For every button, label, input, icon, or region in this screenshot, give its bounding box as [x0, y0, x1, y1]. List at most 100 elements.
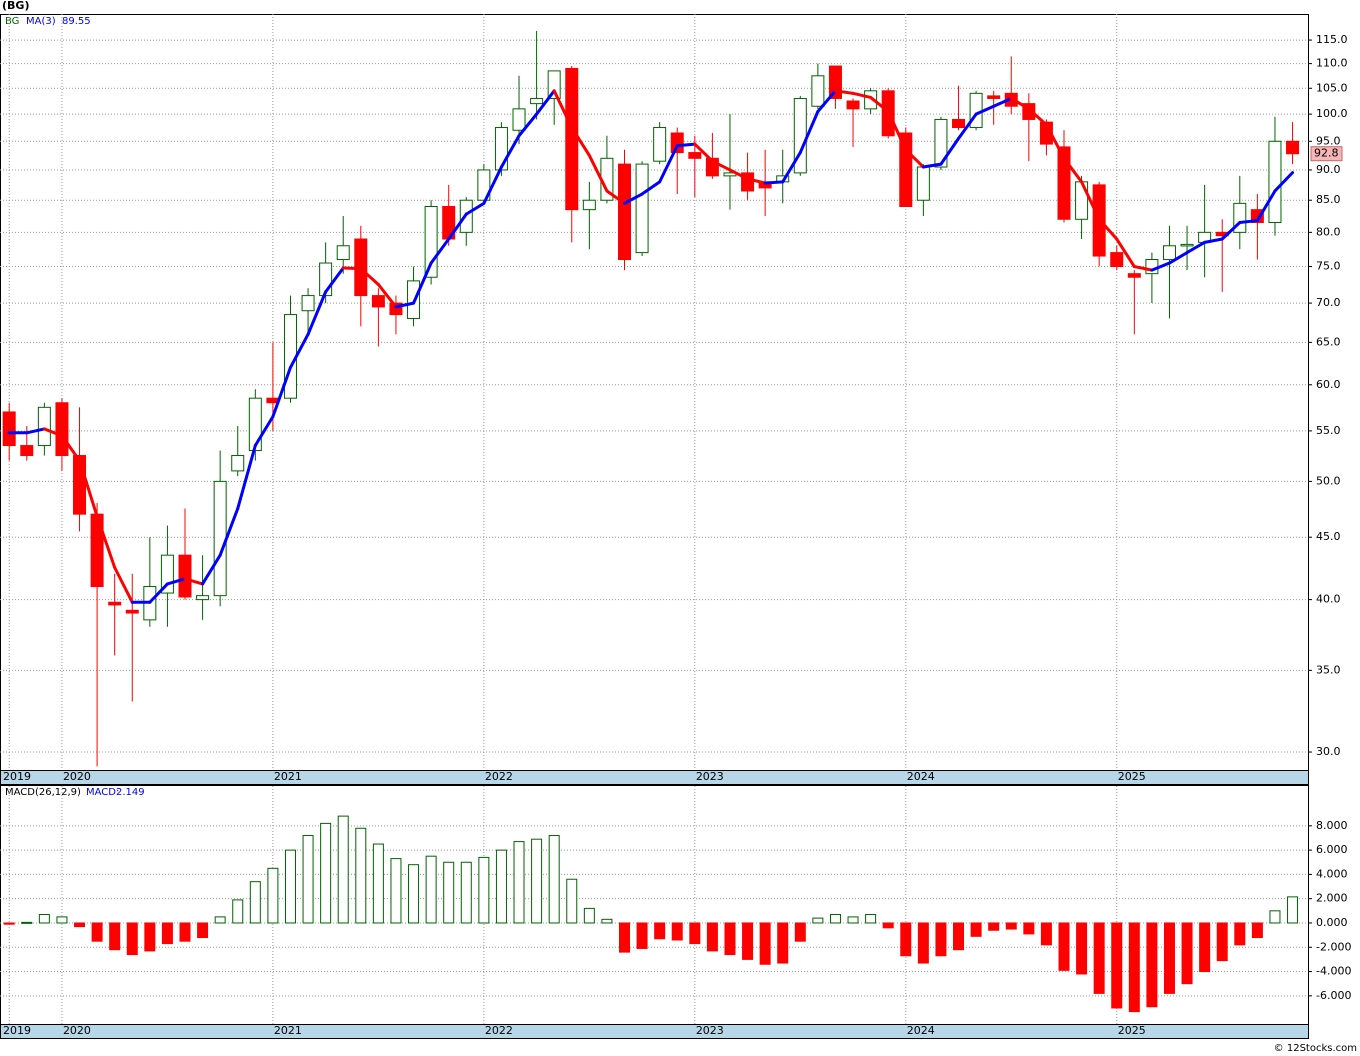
bar	[56, 916, 68, 924]
ma-line	[587, 153, 609, 193]
x-tick-label: 2023	[696, 770, 724, 783]
chart-title: (BG)	[2, 0, 29, 12]
bar	[812, 917, 824, 924]
candle-body	[1057, 146, 1071, 220]
bar	[267, 867, 279, 924]
ma-line	[974, 104, 996, 116]
candle-body	[371, 295, 385, 308]
bar	[689, 922, 701, 945]
candle-body	[688, 152, 702, 159]
bar	[284, 849, 296, 924]
ma-line	[499, 134, 521, 169]
bar	[1023, 922, 1035, 935]
y-tick-label: 35.0	[1316, 663, 1341, 676]
ma-line	[763, 180, 785, 185]
y-tick-label: 8.000	[1316, 819, 1348, 832]
bar	[1093, 922, 1105, 994]
ma-line	[658, 144, 679, 184]
bar	[1128, 922, 1140, 1013]
bar	[1163, 922, 1175, 994]
bar	[249, 881, 261, 924]
x-tick-label: 2020	[63, 1024, 91, 1037]
bar	[1111, 922, 1123, 1009]
ma-line	[1185, 240, 1207, 255]
y-tick-label: 100.0	[1316, 107, 1348, 120]
bar	[953, 922, 965, 951]
candle-body	[1180, 243, 1194, 247]
bar	[1216, 922, 1228, 962]
candle-body	[952, 118, 966, 129]
bar	[1076, 922, 1088, 975]
candle-body	[565, 67, 579, 211]
y-tick-label: 4.000	[1316, 867, 1348, 880]
x-tick-label: 2022	[485, 1024, 513, 1037]
bar	[161, 922, 173, 945]
candle-body	[635, 163, 649, 254]
bar	[988, 922, 1000, 931]
ma-line	[869, 95, 890, 113]
bar	[1181, 922, 1193, 985]
x-tick-label: 2025	[1118, 1024, 1146, 1037]
bar	[320, 822, 332, 924]
ma-line	[1009, 96, 1031, 111]
y-tick-label: 6.000	[1316, 843, 1348, 856]
copyright: © 12Stocks.com	[1274, 1043, 1357, 1054]
bar	[197, 922, 209, 939]
x-tick-label: 2019	[3, 770, 31, 783]
ma-line	[833, 89, 855, 95]
ma-line	[95, 514, 117, 569]
bar	[425, 855, 437, 924]
ma-line	[113, 565, 134, 604]
candle-body	[547, 70, 561, 99]
bar	[337, 815, 349, 924]
ma-line	[236, 444, 257, 511]
ma-line	[675, 142, 697, 148]
candle-body	[811, 75, 825, 107]
ma-line	[1255, 189, 1277, 223]
candle-body	[987, 95, 1001, 99]
bar	[443, 861, 455, 924]
y-tick-label: 115.0	[1316, 33, 1348, 46]
ma-line	[1097, 217, 1119, 241]
ma-line	[939, 137, 961, 166]
bar	[1146, 922, 1158, 1008]
x-tick-label: 2023	[696, 1024, 724, 1037]
candle-body	[618, 163, 631, 261]
candle-body	[231, 455, 245, 472]
ma-line	[201, 553, 222, 586]
bar	[1040, 922, 1052, 946]
ma-line	[1220, 221, 1242, 241]
bar	[636, 922, 648, 949]
bar	[548, 835, 560, 924]
ma-line	[165, 577, 187, 586]
bar	[232, 899, 244, 924]
y-tick-label: -4.000	[1316, 965, 1351, 978]
ma-line	[324, 266, 345, 294]
bar	[1287, 896, 1299, 924]
bar	[759, 922, 771, 965]
ma-line	[904, 148, 925, 169]
bar	[917, 922, 929, 964]
ma-line	[288, 332, 310, 369]
ma-line	[781, 151, 802, 184]
ma-line	[851, 91, 873, 99]
ma-line	[605, 189, 626, 205]
candle-body	[2, 411, 16, 447]
candle-body	[1162, 245, 1176, 261]
ma-line	[517, 112, 539, 138]
y-tick-label: 30.0	[1316, 745, 1341, 758]
x-tick-label: 2021	[274, 1024, 302, 1037]
bar	[495, 849, 507, 924]
candle-body	[846, 100, 860, 110]
bar	[302, 835, 314, 924]
bar	[355, 827, 367, 924]
candle-body	[934, 118, 948, 168]
y-tick-label: 65.0	[1316, 335, 1341, 348]
ma-line	[816, 89, 837, 113]
last-price: 92.8	[1314, 147, 1339, 160]
y-tick-label: 40.0	[1316, 593, 1341, 606]
ma-line	[394, 301, 416, 309]
ma-line	[693, 142, 714, 163]
candle-body	[20, 445, 34, 457]
